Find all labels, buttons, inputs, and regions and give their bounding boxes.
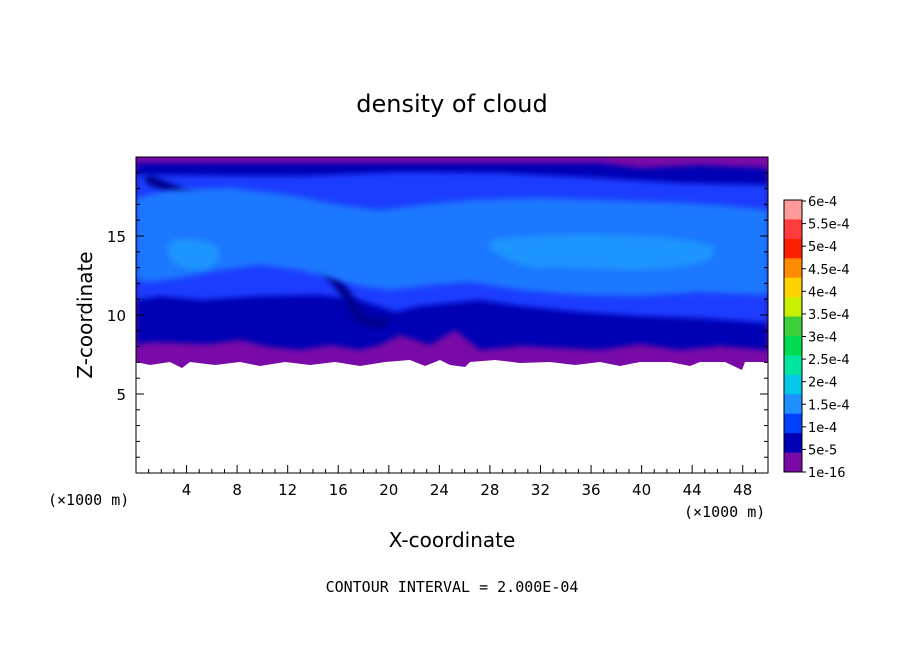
x-tick-label: 32 [531,481,550,499]
colorbar-swatch [784,433,802,454]
x-tick-label: 40 [632,481,651,499]
x-tick-label: 4 [182,481,192,499]
x-axis-label: X-coordinate [389,528,516,552]
x-tick-label: 8 [232,481,242,499]
y-tick-label: 15 [107,228,126,246]
band-1.5e-4-b [167,238,220,270]
y-tick-label: 10 [107,307,126,325]
colorbar-swatch [784,277,802,298]
y-axis-label: Z-coordinate [73,251,97,378]
y-axis-unit: (×1000 m) [48,491,129,509]
colorbar-swatch [784,452,802,473]
x-tick-label: 24 [430,481,449,499]
colorbar-swatch [784,374,802,395]
x-tick-label: 12 [278,481,297,499]
x-tick-label: 20 [379,481,398,499]
colorbar-label: 2.5e-4 [808,353,850,368]
colorbar-label: 1e-16 [808,466,846,481]
y-axis-ticks: 5 10 15 [107,172,768,458]
y-tick-label: 5 [116,386,126,404]
colorbar: 6e-4 5.5e-4 5e-4 4.5e-4 4e-4 3.5e-4 3e-4 2.5e-4… [783,195,850,481]
x-axis-ticks: 4 8 12 16 20 24 28 32 36 40 44 48 [148,465,756,499]
colorbar-label: 5.5e-4 [808,218,850,233]
x-tick-label: 16 [329,481,348,499]
x-tick-label: 28 [480,481,499,499]
colorbar-swatch [784,413,802,434]
x-tick-label: 44 [683,481,702,499]
colorbar-swatch [784,219,802,240]
band-1.5e-4-c [490,234,715,270]
contour-interval-note: CONTOUR INTERVAL = 2.000E-04 [326,578,579,596]
x-axis-unit: (×1000 m) [684,503,765,521]
x-tick-label: 36 [581,481,600,499]
colorbar-label: 5e-5 [808,443,837,458]
colorbar-swatch [784,336,802,356]
colorbar-label: 4e-4 [808,285,837,300]
colorbar-swatch [784,297,802,318]
colorbar-swatch [784,258,802,279]
heatmap-field [136,157,768,370]
chart-title: density of cloud [356,90,547,118]
colorbar-label: 3e-4 [808,331,837,346]
colorbar-label: 1.5e-4 [808,398,850,413]
colorbar-label: 5e-4 [808,240,837,255]
colorbar-label: 3.5e-4 [808,308,850,323]
colorbar-swatch [784,355,802,376]
colorbar-swatch [784,238,802,259]
colorbar-label: 6e-4 [808,195,837,210]
colorbar-label: 2e-4 [808,376,837,391]
colorbar-swatch [784,316,802,337]
colorbar-swatch [784,394,802,415]
colorbar-swatch [784,200,802,220]
colorbar-label: 1e-4 [808,421,837,436]
x-tick-label: 48 [733,481,752,499]
colorbar-label: 4.5e-4 [808,263,850,278]
